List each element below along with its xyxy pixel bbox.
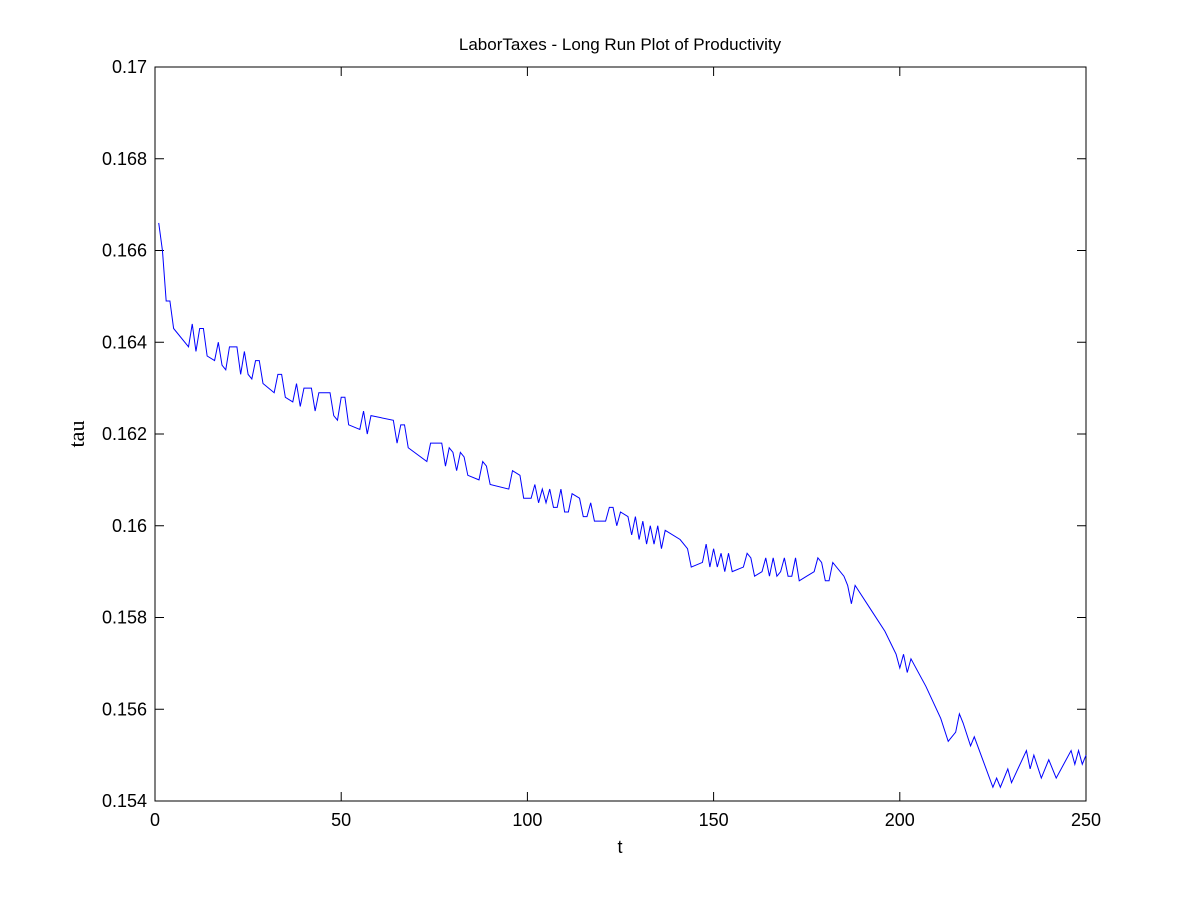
- x-tick-label: 50: [331, 810, 351, 830]
- x-tick-label: 200: [885, 810, 915, 830]
- x-tick-label: 250: [1071, 810, 1101, 830]
- x-tick-label: 0: [150, 810, 160, 830]
- y-tick-label: 0.156: [102, 699, 147, 719]
- y-tick-label: 0.154: [102, 791, 147, 811]
- x-tick-label: 100: [512, 810, 542, 830]
- y-tick-label: 0.168: [102, 149, 147, 169]
- y-tick-label: 0.164: [102, 332, 147, 352]
- y-tick-label: 0.166: [102, 241, 147, 261]
- chart-title: LaborTaxes - Long Run Plot of Productivi…: [459, 35, 782, 54]
- y-tick-label: 0.17: [112, 57, 147, 77]
- x-tick-label: 150: [699, 810, 729, 830]
- y-tick-label: 0.162: [102, 424, 147, 444]
- y-axis-label: tau: [64, 421, 89, 448]
- y-tick-label: 0.16: [112, 516, 147, 536]
- y-tick-label: 0.158: [102, 608, 147, 628]
- line-series: [158, 222, 1087, 789]
- x-axis-label: t: [617, 837, 622, 857]
